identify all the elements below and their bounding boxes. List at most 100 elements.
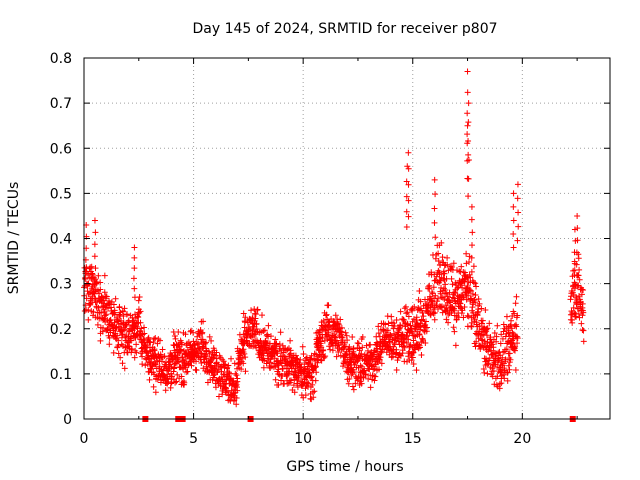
data-point xyxy=(450,324,457,331)
data-point xyxy=(576,266,583,273)
data-point xyxy=(233,372,240,379)
data-point xyxy=(215,393,222,400)
data-point xyxy=(489,341,496,348)
data-point xyxy=(567,296,574,303)
data-point xyxy=(240,310,247,317)
data-point xyxy=(465,292,472,299)
data-point xyxy=(579,326,586,333)
data-point xyxy=(97,279,104,286)
data-point xyxy=(111,319,118,326)
data-point xyxy=(460,314,467,321)
data-point xyxy=(97,337,104,344)
x-tick-label: 10 xyxy=(294,431,312,447)
data-point xyxy=(464,110,471,117)
data-point xyxy=(279,352,286,359)
data-point xyxy=(183,369,190,376)
data-point xyxy=(260,327,267,334)
data-point xyxy=(300,381,307,388)
data-point xyxy=(403,223,410,230)
data-point xyxy=(84,288,91,295)
data-point xyxy=(208,337,215,344)
data-point xyxy=(171,333,178,340)
data-point xyxy=(403,340,410,347)
data-point xyxy=(95,304,102,311)
data-point xyxy=(131,285,138,292)
data-point xyxy=(473,319,480,326)
data-point xyxy=(514,335,521,342)
data-point xyxy=(405,213,412,220)
data-point xyxy=(474,331,481,338)
data-point xyxy=(510,244,517,251)
data-point xyxy=(157,354,164,361)
data-point xyxy=(206,350,213,357)
data-point xyxy=(371,377,378,384)
data-point xyxy=(451,328,458,335)
data-point xyxy=(119,327,126,334)
data-point xyxy=(82,276,89,283)
data-point xyxy=(580,309,587,316)
data-point xyxy=(400,317,407,324)
data-point xyxy=(234,375,241,382)
data-point xyxy=(493,333,500,340)
data-point xyxy=(240,360,247,367)
data-point xyxy=(478,305,485,312)
data-point xyxy=(293,355,300,362)
data-point xyxy=(172,335,179,342)
data-point xyxy=(322,312,329,319)
data-point xyxy=(509,329,516,336)
data-point xyxy=(134,313,141,320)
data-point xyxy=(95,272,102,279)
data-point xyxy=(88,263,95,270)
data-point xyxy=(468,203,475,210)
data-point xyxy=(223,387,230,394)
data-point xyxy=(190,329,197,336)
data-point xyxy=(212,365,219,372)
data-point xyxy=(101,289,108,296)
data-point xyxy=(393,349,400,356)
data-point xyxy=(199,336,206,343)
data-point xyxy=(85,306,92,313)
data-point xyxy=(579,300,586,307)
data-point xyxy=(466,271,473,278)
data-point xyxy=(162,387,169,394)
data-point xyxy=(500,321,507,328)
data-point xyxy=(368,362,375,369)
data-point xyxy=(470,279,477,286)
data-point xyxy=(484,361,491,368)
data-point xyxy=(444,254,451,261)
data-point xyxy=(403,193,410,200)
data-point xyxy=(92,229,99,236)
data-point xyxy=(464,89,471,96)
data-point xyxy=(514,181,521,188)
data-point xyxy=(416,331,423,338)
data-point xyxy=(116,323,123,330)
data-point xyxy=(115,350,122,357)
data-point xyxy=(87,264,94,271)
data-point xyxy=(474,309,481,316)
data-point xyxy=(253,326,260,333)
data-point xyxy=(382,321,389,328)
data-point xyxy=(158,358,165,365)
data-point xyxy=(452,342,459,349)
data-point xyxy=(514,312,521,319)
data-point xyxy=(570,267,577,274)
data-point xyxy=(375,330,382,337)
data-point xyxy=(125,319,132,326)
data-point xyxy=(432,191,439,198)
data-point xyxy=(354,339,361,346)
data-point xyxy=(335,348,342,355)
data-point xyxy=(261,327,268,334)
data-point xyxy=(332,312,339,319)
data-point xyxy=(320,347,327,354)
data-point xyxy=(443,316,450,323)
data-point xyxy=(574,212,581,219)
data-point xyxy=(463,296,470,303)
data-point xyxy=(442,281,449,288)
data-point xyxy=(305,380,312,387)
data-point xyxy=(501,375,508,382)
x-tick-label: 0 xyxy=(80,431,89,447)
data-point xyxy=(475,296,482,303)
data-point xyxy=(510,203,517,210)
data-point xyxy=(318,338,325,345)
data-point xyxy=(242,368,249,375)
